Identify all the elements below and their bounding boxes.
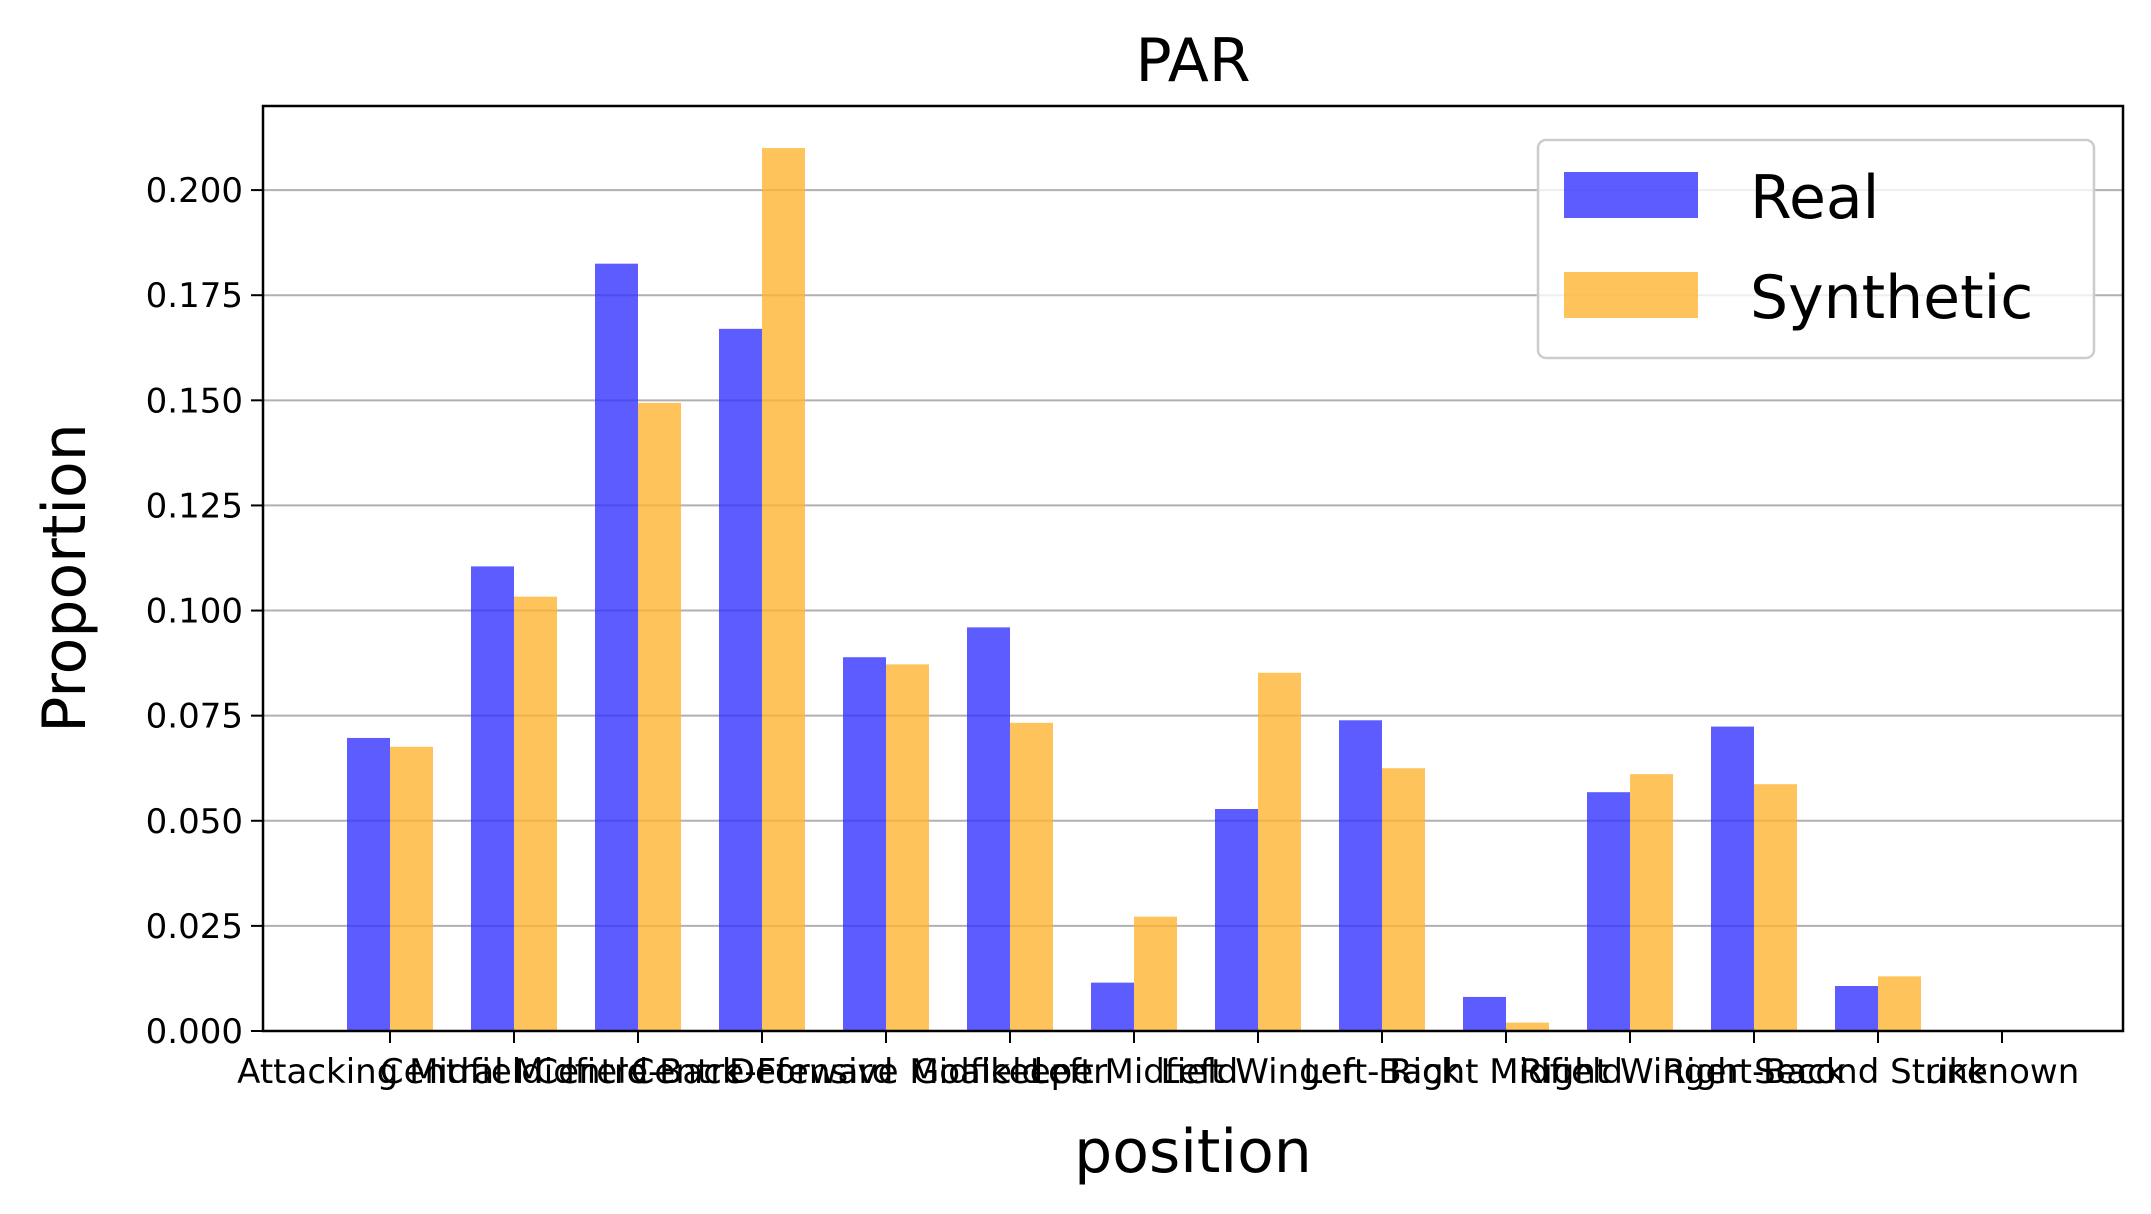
x-tick-label: Right Midfield (1389, 1052, 1623, 1092)
y-tick-label: 0.200 (146, 171, 243, 211)
x-tick-label: Defensive Midfield (729, 1052, 1043, 1092)
bar-real-5 (967, 627, 1010, 1031)
bar-synthetic-12 (1878, 976, 1921, 1031)
bar-real-6 (1091, 982, 1134, 1031)
bar-synthetic-11 (1754, 784, 1797, 1031)
x-tick-label: Central Midfield (380, 1052, 648, 1092)
bar-real-2 (595, 263, 638, 1032)
bar-synthetic-5 (1010, 722, 1053, 1031)
y-ticks: 0.000 0.025 0.050 0.075 0.100 0.125 0.150 0.175… (146, 171, 263, 1052)
x-tick-label: Centre-Forward (631, 1052, 894, 1092)
bar-synthetic-3 (762, 148, 805, 1031)
x-tick-label: Centre-Back (534, 1052, 742, 1092)
bar-real-7 (1215, 809, 1258, 1031)
legend: Real Synthetic (1536, 138, 2096, 360)
x-tick-label: Goalkeeper (913, 1052, 1107, 1092)
x-tick-label: Attacking Midfield (237, 1052, 543, 1092)
bar-real-9 (1463, 996, 1506, 1031)
legend-swatch-synthetic (1564, 272, 1698, 318)
x-axis-label: position (1074, 1117, 1312, 1187)
x-tick-label: unknown (1925, 1052, 2080, 1092)
bar-real-10 (1587, 792, 1630, 1031)
legend-swatch-real (1564, 172, 1698, 218)
bar-real-0 (347, 737, 390, 1031)
x-tick-label: Left-Back (1303, 1052, 1461, 1092)
legend-label-synthetic: Synthetic (1750, 263, 2033, 333)
bar-synthetic-7 (1258, 672, 1301, 1031)
y-tick-label: 0.050 (146, 802, 243, 842)
plot-frame (261, 104, 2125, 1033)
x-tick-label: Second Striker (1754, 1052, 2002, 1092)
x-tick-label: Right Winger (1520, 1052, 1741, 1092)
bar-real-3 (719, 328, 762, 1031)
x-tick-label: Left Winger (1160, 1052, 1355, 1092)
bar-synthetic-1 (514, 596, 557, 1031)
y-tick-label: 0.025 (146, 907, 243, 947)
bar-synthetic-6 (1134, 916, 1177, 1031)
bar-synthetic-10 (1630, 774, 1673, 1031)
bar-synthetic-8 (1382, 768, 1425, 1031)
bar-real-12 (1835, 986, 1878, 1031)
chart-title: PAR (1135, 26, 1250, 96)
x-tick-label: Right-Back (1662, 1052, 1845, 1092)
bar-real-11 (1711, 726, 1754, 1031)
y-tick-label: 0.000 (146, 1012, 243, 1052)
y-axis-label: Proportion (30, 423, 100, 733)
bar-real-1 (471, 566, 514, 1031)
bar-synthetic-9 (1506, 1022, 1549, 1031)
bar-synthetic-4 (886, 664, 929, 1031)
y-tick-label: 0.100 (146, 592, 243, 632)
y-tick-label: 0.150 (146, 381, 243, 421)
legend-label-real: Real (1750, 163, 1879, 233)
x-tick-label: Left Midfield (1030, 1052, 1239, 1092)
y-tick-label: 0.175 (146, 276, 243, 316)
bar-real-4 (843, 657, 886, 1031)
bar-real-8 (1339, 720, 1382, 1031)
y-tick-label: 0.075 (146, 697, 243, 737)
y-tick-label: 0.125 (146, 486, 243, 526)
gridlines (263, 189, 2123, 1032)
bar-synthetic-0 (390, 746, 433, 1031)
bar-synthetic-2 (638, 402, 681, 1031)
bars (347, 148, 1921, 1032)
